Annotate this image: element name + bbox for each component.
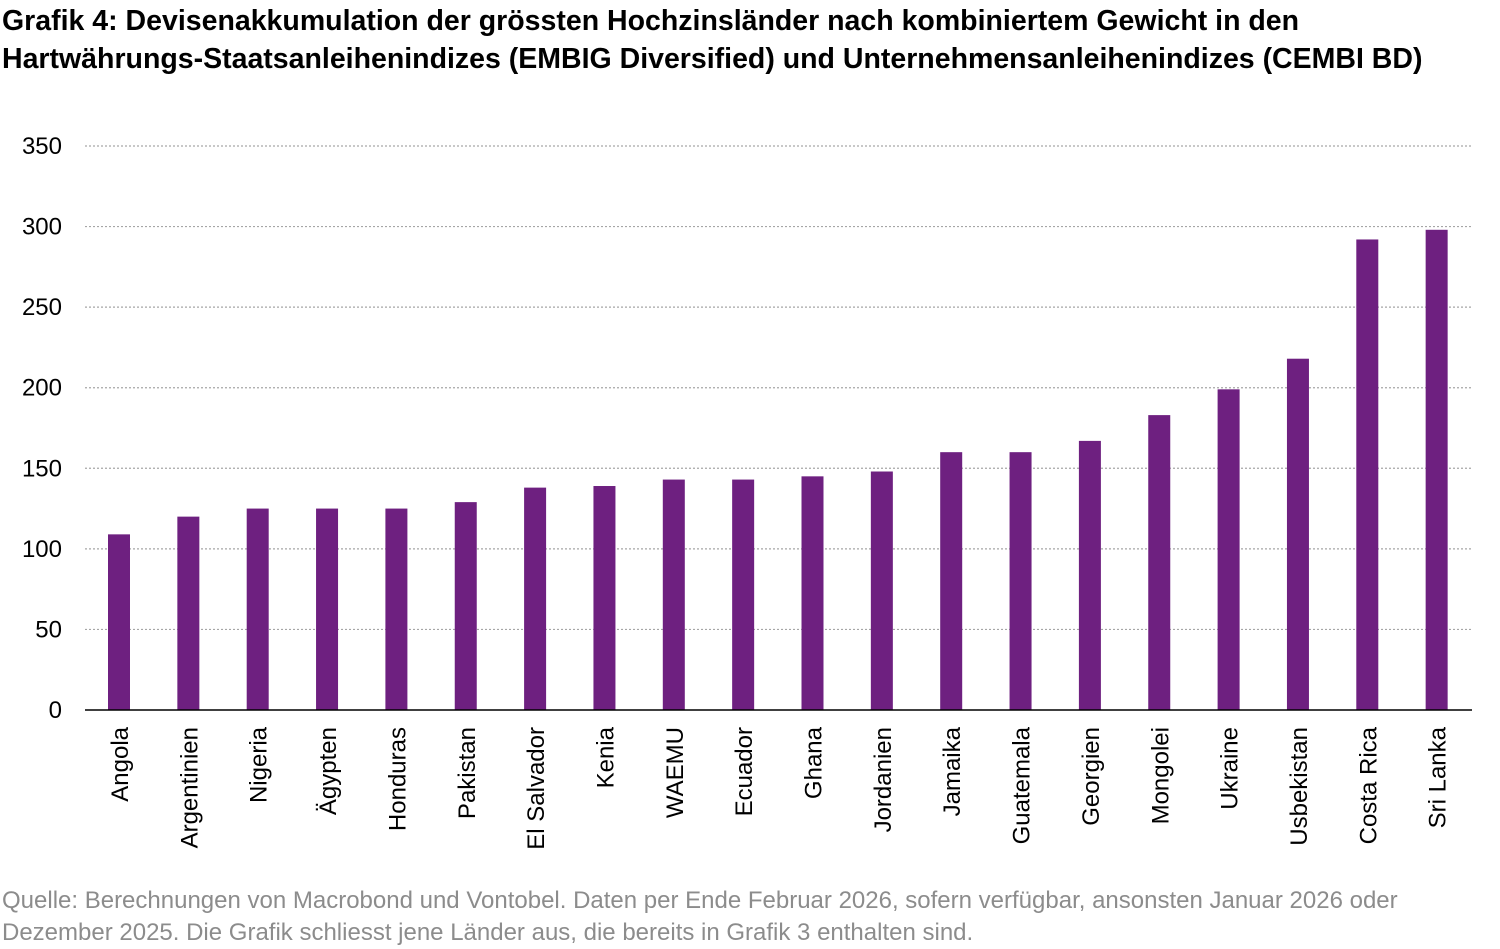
y-tick-label: 250 [22,294,62,321]
y-tick-label: 350 [22,133,62,160]
bar-ägypten [316,508,339,710]
x-category-label: Ecuador [731,727,758,816]
bar-kenia [593,486,616,710]
bar-costa-rica [1356,239,1379,710]
bar-ghana [801,476,824,710]
y-tick-label: 200 [22,375,62,402]
y-tick-label: 0 [49,697,62,724]
y-axis-tick-labels: 0 50 100 150 200 250 300 350 [22,133,62,724]
y-tick-label: 100 [22,536,62,563]
x-category-label: Mongolei [1147,727,1174,824]
bar-nigeria [246,508,269,710]
x-category-label: Georgien [1078,727,1105,826]
bar-jordanien [870,471,893,710]
y-tick-label: 300 [22,214,62,241]
bar-pakistan [454,502,477,710]
x-category-label: Kenia [592,726,619,788]
x-category-label: Usbekistan [1286,727,1313,846]
x-category-label: Sri Lanka [1425,726,1452,828]
bar-mongolei [1148,415,1171,710]
bar-waemu [662,479,685,710]
bar-guatemala [1009,452,1032,710]
x-category-label: El Salvador [523,727,550,850]
x-category-label: Argentinien [176,727,203,848]
bar-angola [108,534,130,710]
bar-sri-lanka [1425,229,1448,710]
chart-title: Grafik 4: Devisenakkumulation der grösst… [2,5,1423,75]
x-category-label: Costa Rica [1355,726,1382,844]
x-category-label: Pakistan [454,727,481,819]
bar-georgien [1078,440,1101,710]
x-category-label: Guatemala [1009,726,1036,844]
x-category-label: Jordanien [870,727,897,832]
x-category-label: Jamaika [939,726,966,816]
bar-ecuador [732,479,755,710]
bar-chart: 0 50 100 150 200 250 300 350 Angola Argentinien N… [22,133,1472,850]
x-category-label: Ghana [801,726,828,799]
bars [108,229,1448,710]
bar-argentinien [177,516,200,710]
x-category-label: Angola [107,726,134,801]
x-axis-category-labels: Angola Argentinien Nigeria Ägypten Honduras P… [107,726,1452,849]
x-category-label: Ukraine [1217,727,1244,810]
gridlines [85,145,1472,631]
source-note: Quelle: Berechnungen von Macrobond und V… [2,887,1398,946]
x-category-label: Ägypten [315,727,342,815]
x-category-label: WAEMU [662,727,689,818]
x-category-label: Honduras [384,727,411,831]
bar-jamaika [940,452,963,710]
bar-el-salvador [524,487,547,710]
x-category-label: Nigeria [246,726,273,803]
y-tick-label: 150 [22,455,62,482]
y-tick-label: 50 [35,616,62,643]
bar-ukraine [1217,389,1240,710]
bar-honduras [385,508,408,710]
bar-usbekistan [1286,358,1309,710]
